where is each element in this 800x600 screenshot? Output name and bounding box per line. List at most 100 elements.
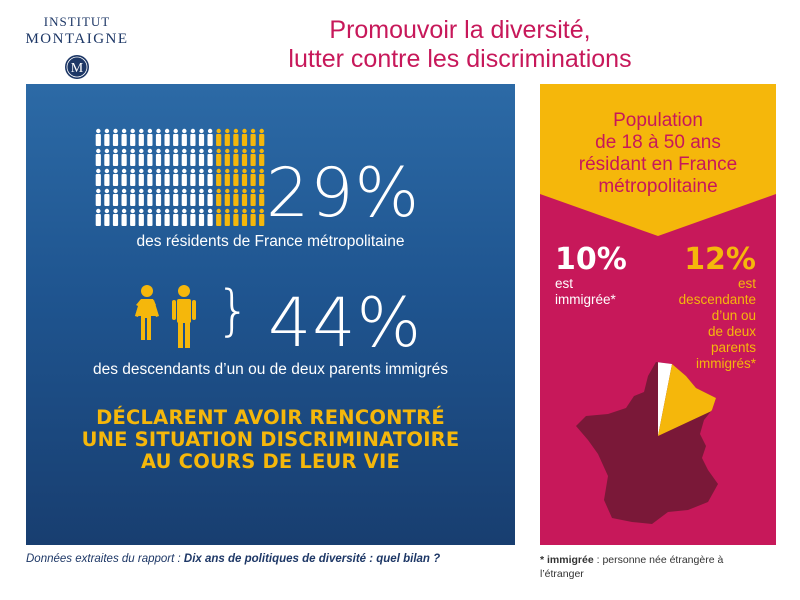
person-icon (207, 168, 213, 186)
definition-text: : personne née étrangère à l’étranger (540, 554, 724, 580)
person-icon (241, 168, 248, 186)
person-icon (224, 168, 230, 186)
person-icon (155, 188, 162, 206)
person-icon (259, 128, 265, 146)
person-icon (190, 208, 196, 226)
person-icon (138, 128, 144, 146)
person-icon (147, 188, 153, 206)
residents-description: des résidents de France métropolitaine (136, 233, 405, 250)
person-icon (155, 128, 162, 146)
person-icon (190, 188, 196, 206)
person-icon (224, 148, 230, 166)
man-icon (172, 285, 196, 348)
person-icon (104, 208, 110, 226)
person-icon (207, 208, 213, 226)
person-icon (130, 188, 136, 206)
woman-icon (135, 285, 159, 340)
descendant-label-4: de deux (707, 324, 756, 339)
person-icon (164, 148, 170, 166)
france-map-icon (576, 362, 718, 524)
person-icon (138, 148, 144, 166)
person-icon (147, 128, 153, 146)
person-icon (207, 148, 213, 166)
population-line-1: Population (613, 110, 703, 131)
declaration-line-3: AU COURS DE LEUR VIE (140, 450, 401, 473)
descendant-label-5: parents (710, 340, 756, 355)
person-icon (138, 168, 144, 186)
source-prefix: Données extraites du rapport : (26, 553, 184, 565)
person-icon (121, 208, 127, 226)
person-icon (147, 148, 153, 166)
population-panel: Population de 18 à 50 ans résidant en Fr… (540, 84, 776, 545)
person-icon (155, 168, 162, 186)
person-icon (216, 128, 222, 146)
person-icon (130, 148, 136, 166)
person-icon (95, 188, 101, 206)
person-icon (112, 148, 119, 166)
person-icon (173, 128, 179, 146)
logo-line-2: MONTAIGNE (25, 31, 129, 47)
definition-note: * immigrée : personne née étrangère à l’… (540, 553, 760, 581)
person-icon (173, 208, 179, 226)
person-icon (104, 128, 110, 146)
source-note: Données extraites du rapport : Dix ans d… (26, 553, 440, 565)
person-icon (173, 148, 179, 166)
person-icon (164, 168, 170, 186)
person-icon (112, 168, 119, 186)
person-icon (164, 208, 170, 226)
person-icon (216, 208, 222, 226)
person-icon (181, 188, 187, 206)
person-icon (130, 168, 136, 186)
person-icon (198, 168, 205, 186)
people-grid-icon (95, 128, 265, 226)
person-icon (233, 148, 239, 166)
person-icon (190, 128, 196, 146)
population-line-3: résidant en France (578, 154, 738, 175)
discrimination-stats-panel: 29% des résidents de France métropolitai… (26, 84, 515, 545)
page-title-line-2: lutter contre les discriminations (288, 45, 632, 73)
person-icon (173, 168, 179, 186)
person-icon (241, 148, 248, 166)
person-icon (233, 188, 239, 206)
person-icon (147, 168, 153, 186)
definition-term: * immigrée (540, 554, 594, 566)
immigrant-label-1: est (555, 276, 574, 291)
person-icon (250, 208, 256, 226)
logo-mark-letter: M (71, 61, 84, 76)
person-icon (224, 188, 230, 206)
descendant-label-6: immigrés* (695, 356, 756, 371)
person-icon (95, 128, 101, 146)
person-icon (250, 188, 256, 206)
person-icon (207, 128, 213, 146)
person-icon (198, 128, 205, 146)
person-icon (181, 168, 187, 186)
person-icon (173, 188, 179, 206)
person-icon (121, 168, 127, 186)
person-icon (190, 168, 196, 186)
person-icon (95, 148, 101, 166)
person-icon (259, 168, 265, 186)
declaration-text: DÉCLARENT AVOIR RENCONTRÉ UNE SITUATION … (26, 407, 515, 473)
person-icon (241, 208, 248, 226)
person-icon (121, 188, 127, 206)
person-icon (233, 208, 239, 226)
person-icon (104, 188, 110, 206)
person-icon (198, 208, 205, 226)
immigrant-stat: 10% est immigrée* (555, 244, 627, 308)
person-icon (224, 208, 230, 226)
person-icon (259, 208, 265, 226)
person-icon (233, 168, 239, 186)
person-icon (181, 128, 187, 146)
descendant-stat: 12% est descendante d’un ou de deux pare… (679, 244, 756, 372)
person-icon (250, 128, 256, 146)
descendant-label-3: d’un ou (711, 308, 756, 323)
person-icon (112, 128, 119, 146)
immigrant-label-2: immigrée* (555, 292, 616, 307)
person-icon (112, 188, 119, 206)
descendant-label-1: est (737, 276, 756, 291)
person-icon (250, 148, 256, 166)
person-icon (181, 148, 187, 166)
person-icon (216, 168, 222, 186)
logo-m-icon: M (65, 55, 89, 79)
descendants-percentage: 44% (268, 284, 423, 363)
